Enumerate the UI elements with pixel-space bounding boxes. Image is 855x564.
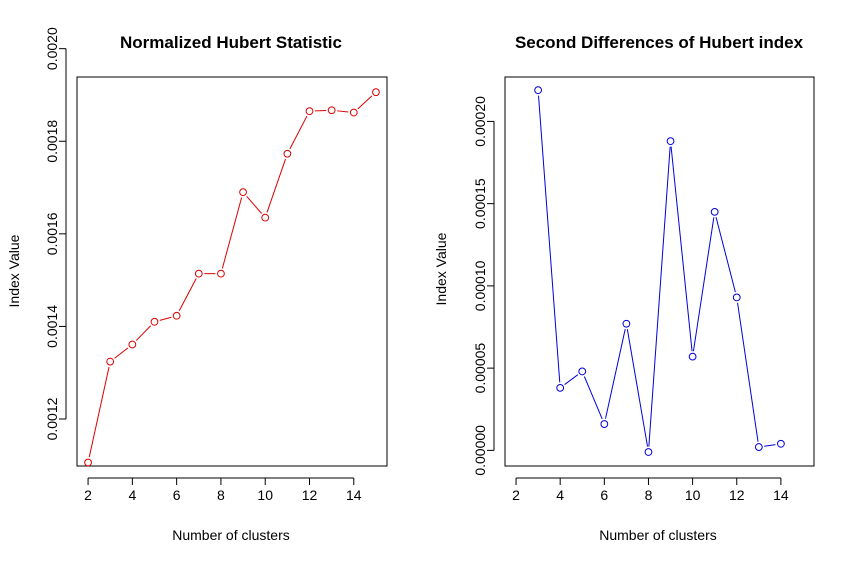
x-tick-label: 2 — [84, 487, 92, 503]
data-point — [732, 293, 741, 302]
data-point — [217, 269, 225, 278]
x-tick-label: 8 — [645, 487, 653, 503]
series-line-segment — [583, 376, 603, 420]
data-point — [578, 367, 587, 376]
data-point — [150, 317, 159, 326]
series-line-segment — [605, 328, 626, 419]
series-line-segment — [246, 195, 262, 214]
x-tick-label: 8 — [217, 487, 225, 503]
data-point — [754, 443, 763, 451]
series-line-segment — [626, 329, 649, 447]
x-tick-label: 10 — [257, 487, 273, 503]
data-point — [556, 383, 565, 392]
y-tick-label: 0.00000 — [472, 425, 488, 476]
y-tick-label: 0.0016 — [44, 212, 60, 255]
data-point — [327, 106, 336, 115]
data-point — [283, 149, 292, 158]
data-point — [106, 357, 115, 366]
data-point — [194, 269, 203, 278]
data-point — [349, 108, 358, 117]
series-marks — [84, 88, 380, 467]
series-line-segment — [737, 302, 759, 442]
x-axis-label: Number of clusters — [599, 527, 716, 543]
series-line-segment — [159, 316, 172, 321]
y-tick-label: 0.0012 — [44, 397, 60, 440]
x-axis: 2 4 6 8 10 12 14 — [84, 477, 362, 503]
chart-title: Normalized Hubert Statistic — [120, 33, 342, 52]
y-tick-label: 0.00015 — [472, 178, 488, 229]
series-line-segment — [221, 197, 243, 269]
series-line-segment — [564, 374, 579, 385]
series-line-segment — [135, 325, 152, 341]
data-point — [372, 88, 380, 97]
y-axis-label: Index Value — [6, 234, 22, 307]
plot-frame — [504, 76, 815, 467]
x-tick-label: 12 — [729, 487, 745, 503]
series-line-segment — [692, 217, 715, 352]
y-tick-label: 0.0018 — [44, 120, 60, 163]
series-line-segment — [114, 347, 129, 359]
series-line-segment — [88, 366, 110, 458]
x-tick-label: 6 — [600, 487, 608, 503]
y-tick-label: 0.00020 — [472, 96, 488, 147]
x-axis-label: Number of clusters — [172, 527, 289, 543]
data-point — [172, 311, 181, 320]
data-point — [622, 319, 631, 328]
data-point — [128, 340, 137, 349]
plot-frame — [76, 76, 388, 467]
x-tick-label: 14 — [773, 487, 789, 503]
series-line-segment — [289, 115, 308, 150]
data-point — [776, 439, 785, 448]
data-point — [666, 137, 675, 146]
y-axis: 0.0012 0.0014 0.0016 0.0018 0.0020 — [44, 27, 67, 440]
x-tick-label: 14 — [346, 487, 362, 503]
series-line-segment — [266, 158, 287, 213]
data-point — [710, 207, 719, 216]
x-tick-label: 6 — [173, 487, 181, 503]
data-point — [534, 86, 543, 95]
x-tick-label: 4 — [556, 487, 564, 503]
data-point — [261, 213, 270, 222]
series-line-segment — [715, 217, 736, 293]
series-line-segment — [538, 95, 561, 383]
y-axis: 0.00000 0.00005 0.00010 0.00015 0.00020 — [472, 96, 495, 476]
data-point — [84, 458, 92, 467]
series-line-segment — [764, 444, 776, 447]
y-axis-label: Index Value — [433, 232, 449, 305]
series-line-segment — [178, 278, 197, 312]
x-tick-label: 12 — [302, 487, 318, 503]
data-point — [600, 420, 609, 428]
data-point — [239, 188, 247, 197]
x-axis: 2 4 6 8 10 12 14 — [512, 477, 789, 503]
x-tick-label: 10 — [685, 487, 701, 503]
series-marks — [534, 86, 785, 456]
series-line-segment — [357, 95, 373, 110]
chart-right: Second Differences of Hubert index Numbe… — [433, 33, 815, 543]
x-tick-label: 4 — [128, 487, 136, 503]
y-tick-label: 0.00010 — [472, 260, 488, 311]
chart-left: Normalized Hubert Statistic Number of cl… — [6, 27, 388, 543]
data-point — [644, 448, 653, 456]
y-tick-label: 0.0020 — [44, 27, 60, 70]
chart-title: Second Differences of Hubert index — [515, 33, 804, 52]
y-tick-label: 0.00005 — [472, 343, 488, 394]
data-point — [688, 352, 697, 361]
x-tick-label: 2 — [512, 487, 520, 503]
series-line-segment — [670, 146, 693, 352]
series-line-segment — [648, 146, 671, 447]
y-tick-label: 0.0014 — [44, 305, 60, 348]
data-point — [305, 107, 314, 116]
series-line-segment — [337, 110, 349, 113]
